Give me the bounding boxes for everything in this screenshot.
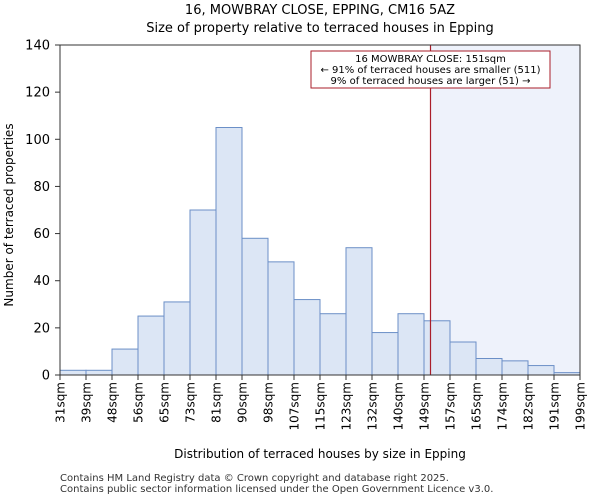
bar-157sqm xyxy=(449,341,477,376)
bar-107sqm xyxy=(293,299,321,376)
x-tick-label-182sqm: 182sqm xyxy=(522,382,536,430)
y-axis-label: Number of terraced properties xyxy=(2,123,16,306)
annotation-box xyxy=(310,50,551,89)
annotation-line-title: 16 MOWBRAY CLOSE: 151sqm xyxy=(355,54,506,65)
chart-title: 16, MOWBRAY CLOSE, EPPING, CM16 5AZ xyxy=(185,3,455,18)
x-tick-label-39sqm: 39sqm xyxy=(80,382,94,423)
x-tick-label-115sqm: 115sqm xyxy=(314,382,328,430)
x-tick-label-157sqm: 157sqm xyxy=(444,382,458,430)
plot-frame xyxy=(59,44,581,376)
chart-subtitle: Size of property relative to terraced ho… xyxy=(146,21,494,36)
annotation-line-larger: 9% of terraced houses are larger (51) → xyxy=(331,76,531,87)
x-tick-label-31sqm: 31sqm xyxy=(54,382,68,423)
x-tick-label-199sqm: 199sqm xyxy=(574,382,588,430)
bar-132sqm xyxy=(371,332,399,376)
y-tick-label-100: 100 xyxy=(25,133,50,148)
x-axis-label: Distribution of terraced houses by size … xyxy=(174,447,466,461)
x-tick-label-107sqm: 107sqm xyxy=(288,382,302,430)
bar-182sqm xyxy=(527,365,555,376)
larger-properties-region xyxy=(430,45,580,375)
y-tick-label-60: 60 xyxy=(33,227,50,242)
y-axis: 0 20 40 60 80 100 120 140 xyxy=(25,39,60,384)
bar-56sqm xyxy=(137,315,165,376)
bar-31sqm xyxy=(59,369,87,376)
x-tick-label-140sqm: 140sqm xyxy=(392,382,406,430)
y-tick-label-20: 20 xyxy=(33,321,50,336)
bar-115sqm xyxy=(319,313,347,376)
x-tick-label-73sqm: 73sqm xyxy=(184,382,198,423)
bar-174sqm xyxy=(501,360,529,376)
y-tick-label-0: 0 xyxy=(42,369,50,384)
x-tick-label-174sqm: 174sqm xyxy=(496,382,510,430)
x-tick-label-56sqm: 56sqm xyxy=(132,382,146,423)
x-tick-label-191sqm: 191sqm xyxy=(548,382,562,430)
bar-81sqm xyxy=(215,127,243,376)
bar-123sqm xyxy=(345,247,373,376)
x-tick-label-98sqm: 98sqm xyxy=(262,382,276,423)
bar-series xyxy=(59,127,581,376)
x-axis: 31sqm 39sqm 48sqm 56sqm 65sqm 73sqm 81sqm 90sqm… xyxy=(54,375,588,430)
bar-39sqm xyxy=(85,369,113,376)
x-tick-label-123sqm: 123sqm xyxy=(340,382,354,430)
annotation-line-smaller: ← 91% of terraced houses are smaller (51… xyxy=(320,65,540,76)
bar-48sqm xyxy=(111,348,139,376)
bar-140sqm xyxy=(397,313,425,376)
bar-90sqm xyxy=(241,237,269,376)
marker-annotation: 16 MOWBRAY CLOSE: 151sqm ← 91% of terrac… xyxy=(310,50,551,89)
bar-98sqm xyxy=(267,261,295,376)
x-tick-label-65sqm: 65sqm xyxy=(158,382,172,423)
x-tick-label-90sqm: 90sqm xyxy=(236,382,250,423)
y-tick-label-40: 40 xyxy=(33,274,50,289)
footer-copyright: Contains HM Land Registry data © Crown c… xyxy=(60,473,449,484)
x-tick-label-149sqm: 149sqm xyxy=(418,382,432,430)
bar-65sqm xyxy=(163,301,191,376)
x-tick-label-48sqm: 48sqm xyxy=(106,382,120,423)
footer-licence: Contains public sector information licen… xyxy=(60,484,494,495)
x-tick-label-81sqm: 81sqm xyxy=(210,382,224,423)
bar-73sqm xyxy=(189,209,217,376)
bar-165sqm xyxy=(475,358,503,376)
y-tick-label-80: 80 xyxy=(33,180,50,195)
x-tick-label-165sqm: 165sqm xyxy=(470,382,484,430)
bar-149sqm xyxy=(423,320,451,376)
x-tick-label-132sqm: 132sqm xyxy=(366,382,380,430)
y-tick-label-140: 140 xyxy=(25,39,50,54)
y-tick-label-120: 120 xyxy=(25,86,50,101)
